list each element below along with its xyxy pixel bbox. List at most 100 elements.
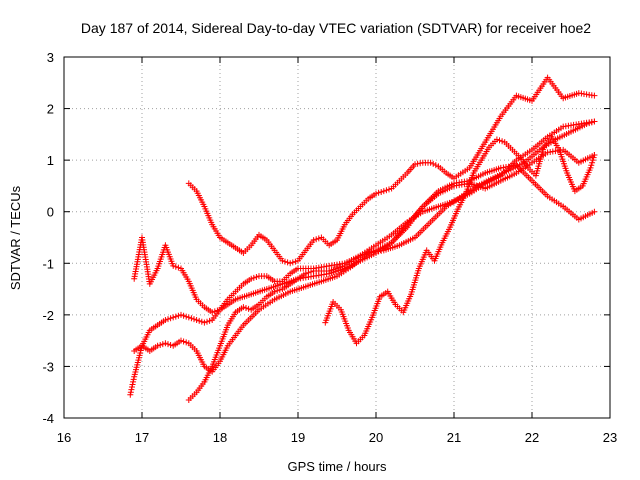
data-point-marker xyxy=(417,160,424,167)
data-point-marker xyxy=(287,260,294,267)
data-point-marker xyxy=(248,275,255,282)
data-point-marker xyxy=(271,288,278,295)
data-point-marker xyxy=(185,314,192,321)
data-point-marker xyxy=(282,258,288,265)
series-track-2 xyxy=(131,118,598,375)
data-point-marker xyxy=(591,118,598,125)
data-point-marker xyxy=(204,318,210,325)
data-point-marker xyxy=(412,161,418,168)
data-point-marker xyxy=(276,286,283,293)
plot-frame xyxy=(63,56,611,419)
data-point-marker xyxy=(180,338,187,345)
data-point-marker xyxy=(591,92,598,99)
data-point-marker xyxy=(214,307,221,314)
data-point-marker xyxy=(315,235,322,242)
data-point-marker xyxy=(590,154,597,161)
x-tick-label: 17 xyxy=(135,430,149,445)
data-point-marker xyxy=(183,313,190,320)
y-tick-label: 1 xyxy=(47,153,54,168)
data-point-marker xyxy=(414,160,421,167)
series-track-4 xyxy=(185,74,598,267)
data-point-marker xyxy=(167,315,174,322)
data-point-marker xyxy=(159,341,166,348)
data-point-marker xyxy=(178,311,184,318)
data-point-marker xyxy=(430,160,437,167)
data-point-marker xyxy=(127,391,134,398)
data-point-marker xyxy=(493,136,500,143)
data-point-marker xyxy=(170,314,177,321)
x-tick-label: 21 xyxy=(447,430,461,445)
data-point-marker xyxy=(243,304,249,311)
data-point-marker xyxy=(591,151,598,158)
data-point-marker xyxy=(313,236,320,243)
data-point-marker xyxy=(292,258,299,265)
data-point-marker xyxy=(175,264,182,271)
data-point-marker xyxy=(130,376,137,383)
data-point-marker xyxy=(496,137,503,144)
data-point-marker xyxy=(172,263,179,270)
data-point-marker xyxy=(432,162,439,169)
data-point-marker xyxy=(165,341,171,348)
series-track-5 xyxy=(131,146,598,316)
data-point-marker xyxy=(427,159,434,166)
data-point-marker xyxy=(302,270,309,277)
y-tick-label: 2 xyxy=(47,102,54,117)
data-point-marker xyxy=(188,315,195,322)
x-tick-label: 22 xyxy=(525,430,539,445)
data-point-marker xyxy=(589,157,596,164)
data-point-marker xyxy=(201,319,208,326)
data-point-marker xyxy=(157,341,164,348)
data-point-marker xyxy=(375,189,382,196)
data-point-marker xyxy=(591,208,598,215)
y-tick-label: -1 xyxy=(42,256,54,271)
data-point-marker xyxy=(162,317,169,324)
data-point-marker xyxy=(250,274,257,281)
data-point-marker xyxy=(129,381,136,388)
x-axis-label: GPS time / hours xyxy=(288,459,387,474)
data-point-marker xyxy=(289,259,296,266)
data-point-marker xyxy=(284,259,291,266)
data-point-marker xyxy=(279,257,286,264)
data-point-marker xyxy=(128,384,135,391)
data-point-marker xyxy=(175,312,182,319)
data-point-marker xyxy=(206,317,213,324)
x-tick-label: 23 xyxy=(603,430,617,445)
data-point-marker xyxy=(193,317,200,324)
data-point-marker xyxy=(165,316,171,323)
data-point-marker xyxy=(380,188,387,195)
data-point-marker xyxy=(127,389,134,396)
chart-title: Day 187 of 2014, Sidereal Day-to-day VTE… xyxy=(81,20,591,36)
y-tick-label: -4 xyxy=(42,411,54,426)
data-point-marker xyxy=(180,312,187,319)
y-axis-label: SDTVAR / TECUs xyxy=(8,185,23,290)
data-point-marker xyxy=(198,318,205,325)
y-tick-label: -2 xyxy=(42,308,54,323)
series-track-6 xyxy=(322,133,598,347)
data-point-marker xyxy=(172,313,179,320)
data-point-marker xyxy=(383,187,390,194)
data-point-marker xyxy=(378,188,385,195)
x-tick-label: 20 xyxy=(369,430,383,445)
data-point-marker xyxy=(587,164,594,171)
y-tick-label: 0 xyxy=(47,205,54,220)
data-point-marker xyxy=(170,262,177,269)
data-point-marker xyxy=(178,337,184,344)
data-point-marker xyxy=(162,340,169,347)
y-tick-label: -3 xyxy=(42,359,54,374)
data-point-marker xyxy=(589,159,596,166)
x-tick-label: 19 xyxy=(291,430,305,445)
data-point-marker xyxy=(373,190,379,197)
data-point-marker xyxy=(310,237,317,244)
data-point-marker xyxy=(588,162,595,169)
data-point-marker xyxy=(154,342,161,349)
x-tick-label: 16 xyxy=(57,430,71,445)
data-point-marker xyxy=(191,316,197,323)
data-point-marker xyxy=(196,317,203,324)
data-point-marker xyxy=(183,339,190,346)
data-point-marker xyxy=(253,274,260,281)
data-point-marker xyxy=(274,287,281,294)
data-points xyxy=(127,74,598,403)
data-point-marker xyxy=(209,309,216,316)
data-point-marker xyxy=(499,138,506,145)
